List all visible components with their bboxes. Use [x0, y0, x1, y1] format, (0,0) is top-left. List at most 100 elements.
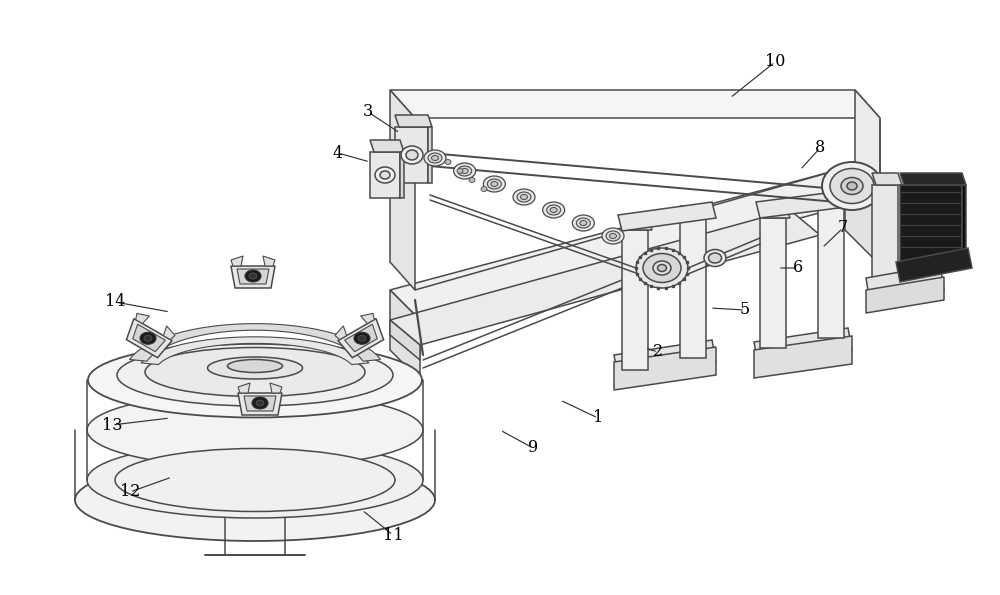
Ellipse shape	[547, 205, 561, 215]
Ellipse shape	[483, 176, 505, 192]
Polygon shape	[618, 202, 716, 231]
Polygon shape	[896, 248, 972, 282]
Ellipse shape	[445, 159, 451, 164]
Text: 4: 4	[333, 145, 343, 161]
Polygon shape	[390, 90, 415, 290]
Ellipse shape	[140, 332, 156, 345]
Ellipse shape	[704, 249, 726, 267]
Ellipse shape	[145, 347, 365, 396]
Ellipse shape	[469, 177, 475, 183]
Polygon shape	[270, 383, 282, 393]
Ellipse shape	[491, 181, 498, 186]
Ellipse shape	[606, 231, 620, 241]
Polygon shape	[866, 265, 944, 303]
Polygon shape	[163, 326, 175, 340]
Ellipse shape	[144, 335, 152, 342]
Ellipse shape	[87, 442, 423, 518]
Ellipse shape	[610, 233, 616, 239]
Polygon shape	[614, 347, 716, 390]
Ellipse shape	[580, 221, 587, 226]
Text: 6: 6	[793, 259, 803, 277]
Polygon shape	[818, 208, 844, 338]
Ellipse shape	[830, 168, 874, 203]
Polygon shape	[855, 90, 880, 200]
Polygon shape	[244, 396, 276, 411]
Ellipse shape	[88, 343, 422, 418]
Polygon shape	[400, 152, 404, 198]
Polygon shape	[760, 218, 786, 348]
Ellipse shape	[822, 162, 882, 210]
Ellipse shape	[572, 215, 594, 231]
Text: 14: 14	[105, 293, 125, 311]
Text: 11: 11	[383, 527, 403, 543]
Ellipse shape	[401, 146, 423, 164]
Polygon shape	[900, 173, 966, 185]
Polygon shape	[361, 314, 374, 324]
Polygon shape	[818, 196, 848, 208]
Text: 1: 1	[593, 409, 603, 427]
Polygon shape	[237, 269, 269, 284]
Ellipse shape	[513, 189, 535, 205]
Polygon shape	[338, 318, 384, 358]
Polygon shape	[133, 324, 165, 352]
Ellipse shape	[358, 335, 366, 342]
Ellipse shape	[406, 150, 418, 160]
Polygon shape	[872, 185, 898, 295]
Polygon shape	[900, 185, 962, 268]
Ellipse shape	[208, 357, 302, 379]
Ellipse shape	[576, 218, 590, 228]
Ellipse shape	[380, 171, 390, 179]
Polygon shape	[680, 218, 706, 358]
Ellipse shape	[461, 168, 468, 174]
Polygon shape	[866, 277, 944, 313]
Polygon shape	[845, 168, 875, 260]
Ellipse shape	[481, 186, 487, 192]
Polygon shape	[263, 256, 275, 266]
Polygon shape	[760, 206, 790, 218]
Text: 8: 8	[815, 139, 825, 156]
Text: 9: 9	[528, 440, 538, 456]
Ellipse shape	[658, 265, 666, 271]
Polygon shape	[390, 90, 880, 118]
Polygon shape	[370, 152, 400, 198]
Polygon shape	[231, 266, 275, 288]
Text: 3: 3	[363, 104, 373, 121]
Polygon shape	[345, 324, 377, 352]
Ellipse shape	[550, 208, 557, 212]
Polygon shape	[335, 326, 347, 340]
Polygon shape	[962, 185, 966, 268]
Polygon shape	[390, 168, 875, 320]
Polygon shape	[428, 127, 432, 183]
Polygon shape	[395, 115, 432, 127]
Polygon shape	[390, 320, 420, 360]
Ellipse shape	[252, 397, 268, 409]
Polygon shape	[370, 140, 404, 152]
Ellipse shape	[117, 344, 393, 406]
Polygon shape	[238, 393, 282, 415]
Ellipse shape	[424, 150, 446, 166]
Polygon shape	[614, 340, 716, 377]
Ellipse shape	[458, 166, 472, 176]
Ellipse shape	[375, 167, 395, 183]
Polygon shape	[680, 206, 710, 218]
Ellipse shape	[517, 192, 531, 202]
Ellipse shape	[602, 228, 624, 244]
Text: 2: 2	[653, 343, 663, 361]
Ellipse shape	[636, 248, 688, 288]
Polygon shape	[129, 324, 381, 361]
Text: 7: 7	[838, 220, 848, 236]
Ellipse shape	[115, 449, 395, 512]
Ellipse shape	[454, 163, 476, 179]
Ellipse shape	[839, 189, 857, 203]
Polygon shape	[754, 328, 852, 364]
Polygon shape	[395, 127, 428, 183]
Text: 10: 10	[765, 54, 785, 70]
Ellipse shape	[708, 253, 722, 263]
Ellipse shape	[428, 153, 442, 163]
Polygon shape	[756, 190, 854, 218]
Polygon shape	[622, 218, 652, 230]
Polygon shape	[872, 173, 902, 185]
Ellipse shape	[75, 459, 435, 541]
Ellipse shape	[432, 155, 438, 161]
Ellipse shape	[543, 202, 565, 218]
